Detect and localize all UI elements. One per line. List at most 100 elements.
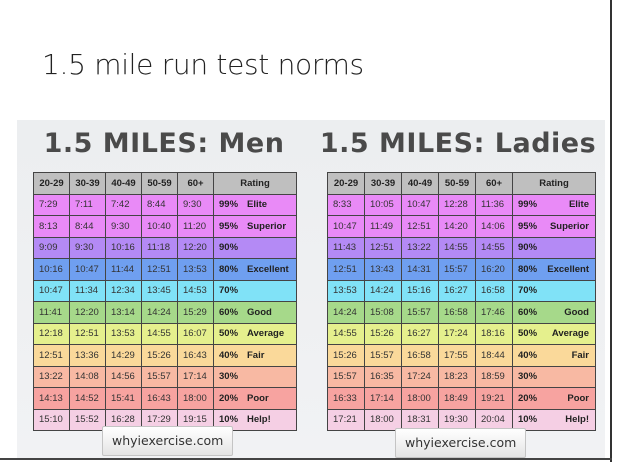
rating-cell: 40% Fair xyxy=(512,344,596,367)
table-row: 9:09 9:30 10:16 11:18 12:20 90% xyxy=(33,236,297,259)
time-cell: 14:31 xyxy=(401,258,439,281)
men-source-link[interactable]: whyiexercise.com xyxy=(102,426,234,456)
table-row: 8:33 10:05 10:47 12:28 11:36 99% Elite xyxy=(327,193,596,216)
table-row: 12:51 13:36 14:29 15:26 16:43 40% Fair xyxy=(33,344,297,367)
time-cell: 14:06 xyxy=(475,215,513,238)
rating-cell: 70% xyxy=(512,279,596,302)
column-header: Rating xyxy=(213,172,297,195)
column-header: 60+ xyxy=(177,172,214,195)
time-cell: 12:51 xyxy=(33,344,70,367)
rating-percentile: 10% xyxy=(518,414,538,426)
time-cell: 15:08 xyxy=(364,301,402,324)
time-cell: 11:36 xyxy=(475,193,513,216)
table-row: 14:13 14:52 15:41 16:43 18:00 20% Poor xyxy=(33,387,297,410)
rating-percentile: 10% xyxy=(219,414,239,426)
rating-cell: 80% Excellent xyxy=(512,258,596,281)
time-cell: 15:57 xyxy=(327,365,365,388)
time-cell: 10:05 xyxy=(364,193,402,216)
rating-label: Average xyxy=(247,328,285,340)
time-cell: 14:13 xyxy=(33,387,70,410)
time-cell: 14:55 xyxy=(475,236,513,259)
time-cell: 16:58 xyxy=(438,301,476,324)
rating-cell: 95% Superior xyxy=(512,215,596,238)
time-cell: 13:36 xyxy=(69,344,106,367)
time-cell: 17:24 xyxy=(401,365,439,388)
column-header: 40-49 xyxy=(401,172,439,195)
rating-label: Help! xyxy=(565,414,589,426)
time-cell: 14:08 xyxy=(69,365,106,388)
rating-cell: 95% Superior xyxy=(213,215,297,238)
time-cell: 12:20 xyxy=(177,236,214,259)
rating-cell: 99% Elite xyxy=(512,193,596,216)
time-cell: 9:09 xyxy=(33,236,70,259)
time-cell: 11:49 xyxy=(364,215,402,238)
time-cell: 13:53 xyxy=(327,279,365,302)
time-cell: 17:24 xyxy=(438,322,476,345)
time-cell: 16:27 xyxy=(401,322,439,345)
rating-percentile: 60% xyxy=(219,306,239,318)
time-cell: 18:00 xyxy=(177,387,214,410)
rating-label: Good xyxy=(564,306,589,318)
men-panel-title: 1.5 MILES: Men xyxy=(43,128,285,159)
time-cell: 17:14 xyxy=(177,365,214,388)
rating-cell: 90% xyxy=(512,236,596,259)
rating-percentile: 80% xyxy=(219,263,239,275)
time-cell: 15:26 xyxy=(327,344,365,367)
table-row: 11:43 12:51 13:22 14:55 14:55 90% xyxy=(327,236,596,259)
time-cell: 17:14 xyxy=(364,387,402,410)
rating-percentile: 70% xyxy=(219,285,239,297)
time-cell: 8:44 xyxy=(69,215,106,238)
rating-cell: 10% Help! xyxy=(213,408,297,431)
rating-cell: 80% Excellent xyxy=(213,258,297,281)
time-cell: 15:10 xyxy=(33,408,70,431)
time-cell: 15:57 xyxy=(364,344,402,367)
slide-right-border xyxy=(610,0,612,462)
column-header: 40-49 xyxy=(105,172,142,195)
time-cell: 10:40 xyxy=(141,215,178,238)
time-cell: 16:27 xyxy=(438,279,476,302)
time-cell: 13:45 xyxy=(141,279,178,302)
time-cell: 12:51 xyxy=(327,258,365,281)
column-header: Rating xyxy=(512,172,596,195)
rating-percentile: 90% xyxy=(219,242,239,254)
table-row: 16:33 17:14 18:00 18:49 19:21 20% Poor xyxy=(327,387,596,410)
men-norms-panel: 1.5 MILES: Men 20-29 30-39 40-49 50-59 60+ Ra… xyxy=(17,120,311,458)
rating-percentile: 90% xyxy=(518,242,538,254)
time-cell: 14:55 xyxy=(438,236,476,259)
time-cell: 16:43 xyxy=(177,344,214,367)
rating-cell: 20% Poor xyxy=(512,387,596,410)
rating-label: Superior xyxy=(247,220,287,232)
time-cell: 8:44 xyxy=(141,193,178,216)
rating-cell: 60% Good xyxy=(213,301,297,324)
time-cell: 18:44 xyxy=(475,344,513,367)
rating-cell: 40% Fair xyxy=(213,344,297,367)
table-header-row: 20-29 30-39 40-49 50-59 60+ Rating xyxy=(327,172,596,195)
time-cell: 12:51 xyxy=(401,215,439,238)
time-cell: 9:30 xyxy=(177,193,214,216)
column-header: 30-39 xyxy=(69,172,106,195)
time-cell: 7:29 xyxy=(33,193,70,216)
rating-cell: 70% xyxy=(213,279,297,302)
time-cell: 8:33 xyxy=(327,193,365,216)
time-cell: 11:20 xyxy=(177,215,214,238)
time-cell: 15:57 xyxy=(438,258,476,281)
ladies-source-link[interactable]: whyiexercise.com xyxy=(395,428,527,458)
time-cell: 15:26 xyxy=(364,322,402,345)
table-row: 14:55 15:26 16:27 17:24 18:16 50% Average xyxy=(327,322,596,345)
rating-percentile: 40% xyxy=(219,349,239,361)
slide-title: 1.5 mile run test norms xyxy=(42,48,364,81)
time-cell: 15:57 xyxy=(141,365,178,388)
rating-percentile: 60% xyxy=(518,306,538,318)
time-cell: 9:30 xyxy=(105,215,142,238)
time-cell: 17:21 xyxy=(327,408,365,431)
rating-cell: 90% xyxy=(213,236,297,259)
table-row: 13:53 14:24 15:16 16:27 16:58 70% xyxy=(327,279,596,302)
time-cell: 12:34 xyxy=(105,279,142,302)
rating-percentile: 30% xyxy=(219,371,239,383)
time-cell: 13:22 xyxy=(33,365,70,388)
time-cell: 16:43 xyxy=(141,387,178,410)
time-cell: 18:49 xyxy=(438,387,476,410)
table-row: 14:24 15:08 15:57 16:58 17:46 60% Good xyxy=(327,301,596,324)
rating-label: Elite xyxy=(568,199,589,211)
rating-percentile: 80% xyxy=(518,263,538,275)
